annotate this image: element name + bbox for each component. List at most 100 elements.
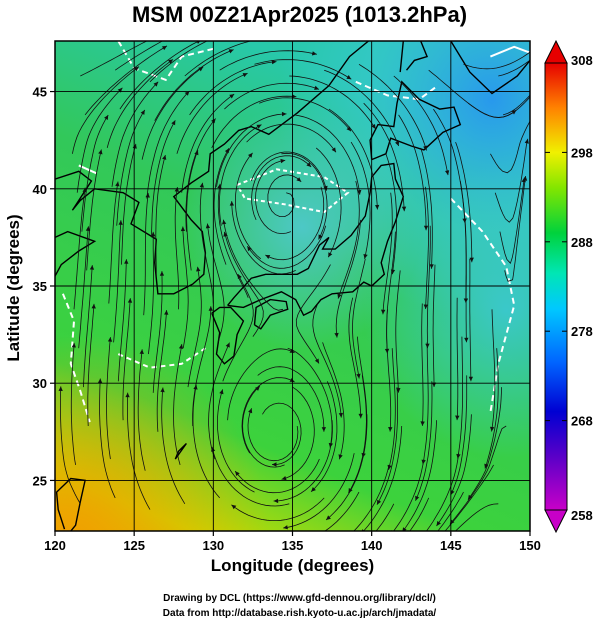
streamline <box>242 385 285 468</box>
streamline-arrowhead <box>388 427 393 432</box>
y-tick-label: 45 <box>33 85 47 100</box>
streamline <box>224 82 320 110</box>
streamline <box>504 175 526 282</box>
streamline <box>426 225 431 349</box>
streamline-arrowhead <box>125 392 130 398</box>
streamline <box>499 177 525 264</box>
streamline <box>421 303 424 426</box>
streamline <box>315 147 342 258</box>
streamline <box>455 141 473 263</box>
streamline-arrowhead <box>273 35 278 39</box>
streamline-arrowhead <box>421 459 426 465</box>
streamline-arrowhead <box>132 143 137 149</box>
streamline <box>247 408 299 462</box>
x-tick-label: 120 <box>44 538 66 553</box>
streamline <box>450 375 468 496</box>
streamline-arrowhead <box>193 384 198 390</box>
streamline-arrowhead <box>423 304 428 309</box>
streamline-arrowhead <box>242 73 248 78</box>
streamline-arrowhead <box>456 453 461 459</box>
streamline-arrowhead <box>421 534 426 539</box>
streamline <box>454 503 499 531</box>
streamline-arrowhead <box>469 257 474 263</box>
streamline <box>426 453 460 531</box>
streamline-arrowhead <box>98 149 103 155</box>
streamline <box>289 75 376 130</box>
streamline <box>192 384 221 499</box>
streamline <box>335 219 361 338</box>
coastline-segment <box>174 443 187 460</box>
streamline-arrowhead <box>104 115 109 120</box>
streamline <box>76 87 123 193</box>
streamline <box>122 298 131 421</box>
streamline <box>87 303 95 427</box>
colorbar-label: 258 <box>571 508 593 523</box>
x-tick-label: 150 <box>519 538 541 553</box>
streamline-arrowhead <box>455 415 460 421</box>
streamline-arrowhead <box>145 192 150 198</box>
streamline-arrowhead <box>425 343 430 349</box>
streamline-arrowhead <box>490 426 495 432</box>
coastline-segment <box>405 41 429 71</box>
streamline <box>436 414 472 527</box>
streamline-arrowhead <box>532 55 537 60</box>
colorbar-scale <box>544 62 568 511</box>
streamline-arrowhead <box>484 463 489 469</box>
streamline-arrowhead <box>280 158 286 164</box>
streamline-arrowhead <box>265 255 271 259</box>
streamline-arrowhead <box>217 183 222 189</box>
streamline <box>181 93 235 193</box>
streamline <box>222 273 254 382</box>
streamline <box>84 45 168 116</box>
streamline <box>376 387 399 505</box>
streamline-arrowhead <box>180 226 186 232</box>
streamline-arrowhead <box>140 109 145 115</box>
streamline <box>437 491 464 531</box>
streamline <box>294 114 361 195</box>
streamline-arrowhead <box>91 303 96 309</box>
streamline-arrowhead <box>361 452 366 458</box>
streamline <box>189 61 277 116</box>
streamline-arrowhead <box>127 298 133 303</box>
streamline <box>246 225 327 269</box>
streamline-arrowhead <box>338 412 343 418</box>
streamline-arrowhead <box>184 91 190 96</box>
streamline <box>99 378 116 499</box>
streamline-arrowhead <box>384 348 390 354</box>
streamline <box>498 59 530 77</box>
streamline <box>259 97 352 132</box>
streamline-arrowhead <box>271 59 277 65</box>
streamline-arrowhead <box>377 499 382 505</box>
streamline <box>255 159 292 235</box>
streamline <box>211 446 290 507</box>
streamline <box>81 114 109 232</box>
streamline <box>324 491 360 531</box>
streamline-arrowhead <box>316 533 321 537</box>
x-tick-label: 125 <box>123 538 145 553</box>
streamline-arrowhead <box>151 231 156 237</box>
streamline-arrowhead <box>334 332 339 338</box>
streamline-arrowhead <box>445 170 450 176</box>
streamline-arrowhead <box>338 454 343 460</box>
isotherm-contour <box>490 45 530 58</box>
streamline-arrowhead <box>198 66 204 72</box>
streamline-arrowhead <box>219 389 224 395</box>
streamline-arrowhead <box>311 487 316 492</box>
streamline-arrowhead <box>468 376 473 382</box>
streamline-arrowhead <box>524 138 529 144</box>
streamline-arrowhead <box>154 35 159 39</box>
streamline-arrowhead <box>248 152 253 158</box>
streamline-arrowhead <box>160 387 165 393</box>
streamline <box>208 342 230 460</box>
x-tick-label: 130 <box>202 538 224 553</box>
streamline-arrowhead <box>306 162 312 167</box>
streamline <box>254 59 352 80</box>
streamline-arrowhead <box>449 532 454 537</box>
streamline-arrowhead <box>247 246 252 252</box>
streamline <box>143 192 149 316</box>
streamline <box>86 149 102 271</box>
streamline <box>494 138 529 223</box>
streamline-arrowhead <box>89 265 95 270</box>
streamline-arrowhead <box>139 349 144 354</box>
streamline <box>395 270 401 393</box>
